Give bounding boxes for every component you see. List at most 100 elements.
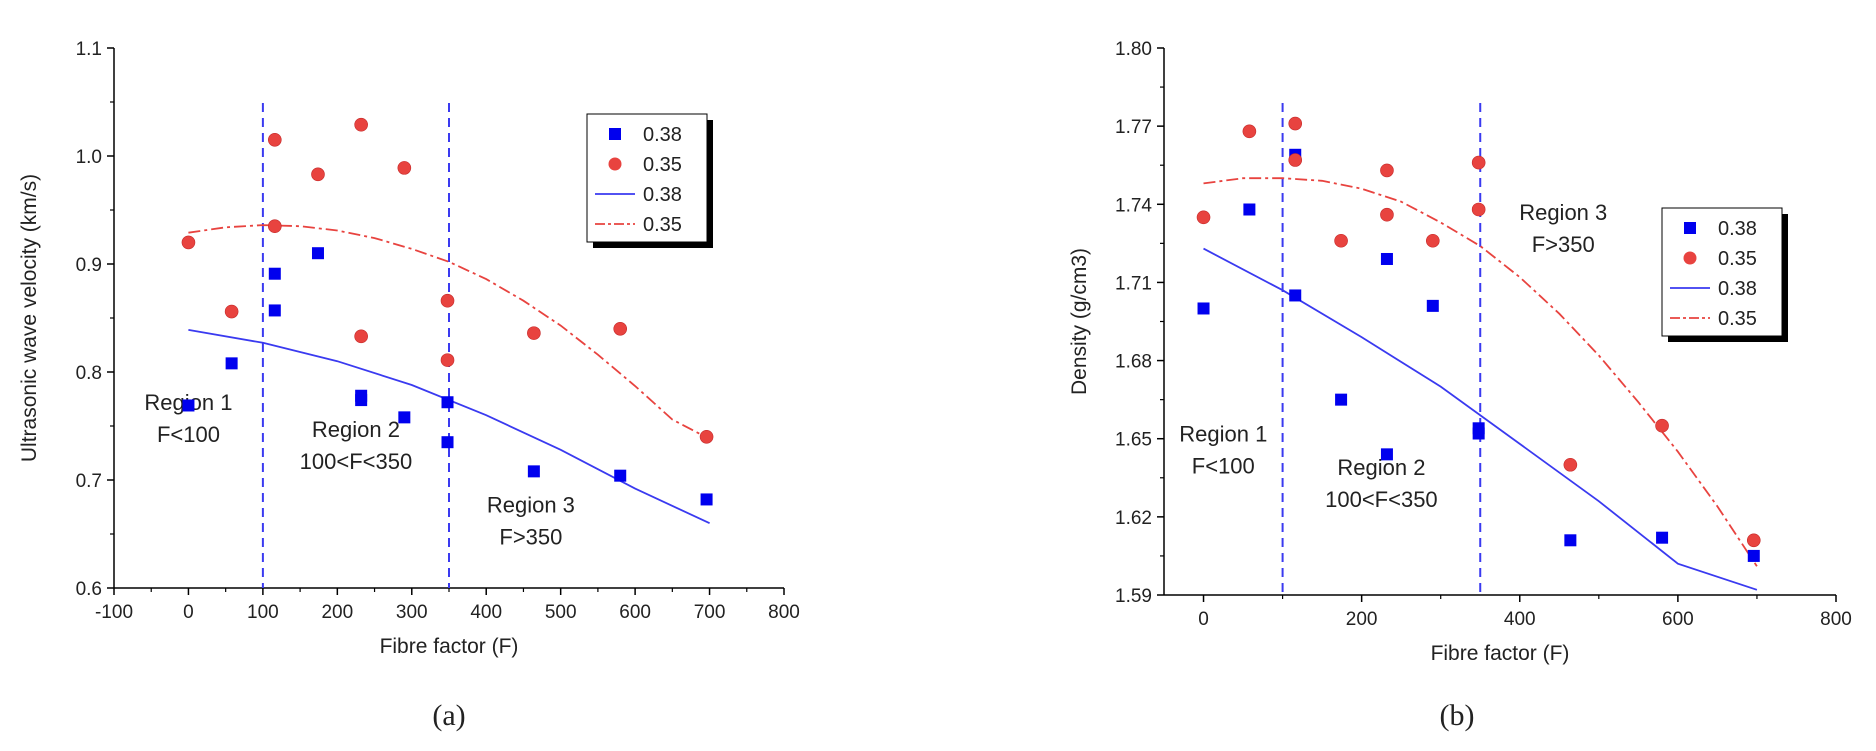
panel-label: (b) <box>1440 699 1475 732</box>
point-square-0-38 <box>268 304 281 317</box>
y-tick-label: 0.6 <box>76 579 102 600</box>
point-square-0-38 <box>1747 549 1760 562</box>
point-square-0-38 <box>1564 534 1577 547</box>
legend: 0.38 0.35 0.38 0.35 <box>586 113 713 248</box>
point-square-0-38 <box>1289 289 1302 302</box>
legend-label: 0.38 <box>643 124 682 146</box>
y-tick-label: 1.80 <box>1115 39 1152 60</box>
region-2-label: Region 2 100<F<350 <box>300 417 413 474</box>
point-square-0-38 <box>1656 531 1669 544</box>
legend-symbol-square <box>1684 222 1696 234</box>
x-axis-label: Fibre factor (F) <box>380 635 519 658</box>
x-tick-label: 200 <box>1346 609 1378 630</box>
x-tick-label: 400 <box>1504 609 1536 630</box>
x-tick-label: 200 <box>321 602 353 623</box>
point-square-0-38 <box>441 436 454 449</box>
x-tick-label: 100 <box>247 602 279 623</box>
legend-label: 0.35 <box>1718 308 1757 330</box>
point-circle-0-35 <box>440 293 455 308</box>
point-circle-0-35 <box>1288 116 1303 131</box>
x-tick-label: -100 <box>95 602 133 623</box>
fit-line-0-35 <box>1203 177 1758 567</box>
x-tick-label: 0 <box>183 602 194 623</box>
point-circle-0-35 <box>1655 418 1669 433</box>
point-square-0-38 <box>527 465 540 478</box>
chart-b: 1.59 1.62 1.65 1.68 1.71 1.74 1.77 1.80 0 200 400 6… <box>1068 39 1852 732</box>
point-circle-0-35 <box>354 329 368 344</box>
point-square-0-38 <box>311 247 324 260</box>
chart-a: 0.6 0.7 0.8 0.9 1.0 1.1 -100 0 100 200 300 400 500 60… <box>18 39 800 732</box>
x-tick-label: 600 <box>619 602 651 623</box>
region-1-label: Region 1 F<100 <box>1179 421 1267 478</box>
region-1-label: Region 1 F<100 <box>144 390 232 447</box>
legend-label: 0.38 <box>1718 218 1757 240</box>
point-square-0-38 <box>1197 302 1210 315</box>
x-tick-label: 700 <box>694 602 726 623</box>
point-square-0-38 <box>441 396 454 409</box>
legend-label: 0.38 <box>643 184 682 206</box>
x-tick-label: 500 <box>545 602 577 623</box>
point-circle-0-35 <box>1471 155 1486 170</box>
point-circle-0-35 <box>267 133 282 147</box>
legend: 0.38 0.35 0.38 0.35 <box>1661 207 1788 342</box>
legend-label: 0.38 <box>1718 278 1757 300</box>
point-circle-0-35 <box>397 161 412 175</box>
point-circle-0-35 <box>181 235 196 250</box>
x-tick-label: 400 <box>470 602 502 623</box>
point-square-0-38 <box>1380 448 1393 461</box>
x-tick-label: 800 <box>768 602 800 623</box>
x-tick-label: 300 <box>396 602 428 623</box>
x-axis-label: Fibre factor (F) <box>1431 642 1570 665</box>
y-axis-label: Density (g/cm3) <box>1068 248 1091 395</box>
legend-symbol-square <box>609 128 621 140</box>
point-circle-0-35 <box>1426 233 1440 248</box>
y-tick-label: 0.8 <box>76 363 102 384</box>
legend-label: 0.35 <box>1718 248 1757 270</box>
point-circle-0-35 <box>1746 533 1761 548</box>
legend-box <box>1661 207 1783 337</box>
point-circle-0-35 <box>1196 210 1211 225</box>
point-circle-0-35 <box>1288 153 1303 167</box>
point-square-0-38 <box>1426 299 1439 312</box>
legend-symbol-circle <box>1683 251 1697 265</box>
region-2-label: Region 2 100<F<350 <box>1325 455 1438 512</box>
y-tick-label: 0.9 <box>76 255 102 276</box>
point-square-0-38 <box>1335 393 1348 406</box>
x-tick-label: 800 <box>1820 609 1852 630</box>
point-square-0-38 <box>355 394 368 407</box>
y-tick-label: 1.71 <box>1115 273 1152 294</box>
legend-box <box>586 113 708 243</box>
legend-label: 0.35 <box>643 154 682 176</box>
region-3-label: Region 3 F>350 <box>1519 200 1607 257</box>
x-tick-label: 600 <box>1662 609 1694 630</box>
point-square-0-38 <box>268 267 281 280</box>
point-square-0-38 <box>700 493 713 506</box>
point-circle-0-35 <box>440 353 455 367</box>
point-circle-0-35 <box>311 167 325 182</box>
point-circle-0-35 <box>1380 163 1394 178</box>
point-circle-0-35 <box>1380 207 1394 222</box>
y-tick-label: 1.68 <box>1115 352 1152 373</box>
y-tick-label: 1.0 <box>76 147 102 168</box>
point-square-0-38 <box>225 357 238 370</box>
legend-symbol-circle <box>608 157 622 171</box>
point-square-0-38 <box>1472 427 1485 440</box>
point-circle-0-35 <box>1242 124 1257 139</box>
y-tick-label: 1.74 <box>1115 195 1152 216</box>
point-circle-0-35 <box>613 321 628 336</box>
y-tick-label: 1.62 <box>1115 508 1152 529</box>
y-tick-label: 1.1 <box>76 39 102 60</box>
x-tick-label: 0 <box>1198 609 1209 630</box>
y-tick-label: 0.7 <box>76 471 102 492</box>
panel-label: (a) <box>432 699 465 732</box>
y-tick-label: 1.65 <box>1115 430 1152 451</box>
point-circle-0-35 <box>224 304 239 319</box>
legend-label: 0.35 <box>643 214 682 236</box>
point-circle-0-35 <box>1334 233 1348 248</box>
point-circle-0-35 <box>699 429 714 444</box>
y-axis-label: Ultrasonic wave velocity (km/s) <box>18 174 41 462</box>
point-circle-0-35 <box>267 219 282 233</box>
point-square-0-38 <box>614 469 627 482</box>
y-tick-label: 1.77 <box>1115 117 1152 138</box>
